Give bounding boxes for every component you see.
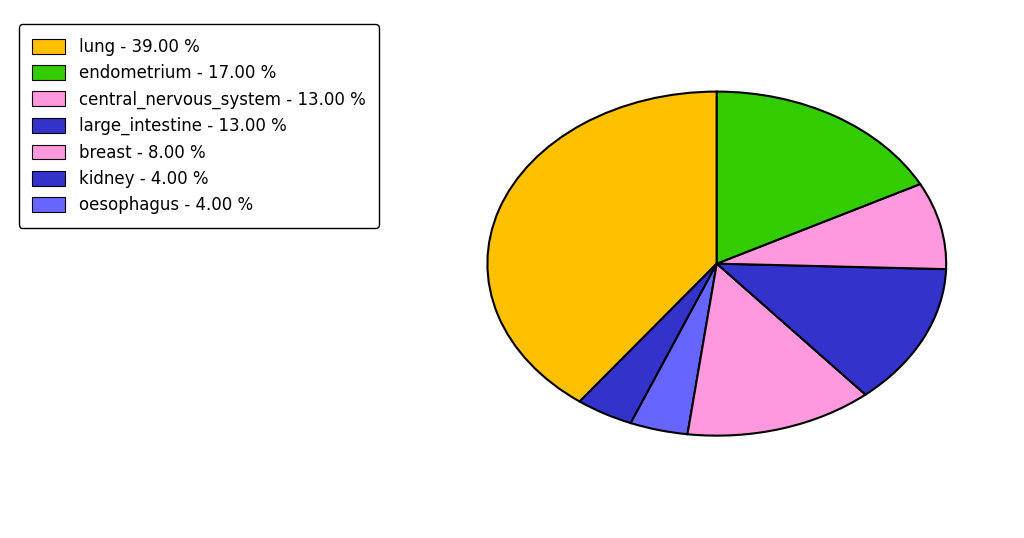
Wedge shape xyxy=(717,91,921,264)
Wedge shape xyxy=(687,264,865,436)
Wedge shape xyxy=(717,264,946,394)
Wedge shape xyxy=(631,264,717,434)
Wedge shape xyxy=(580,264,717,423)
Wedge shape xyxy=(717,184,946,269)
Wedge shape xyxy=(487,91,717,401)
Legend: lung - 39.00 %, endometrium - 17.00 %, central_nervous_system - 13.00 %, large_i: lung - 39.00 %, endometrium - 17.00 %, c… xyxy=(18,24,379,228)
